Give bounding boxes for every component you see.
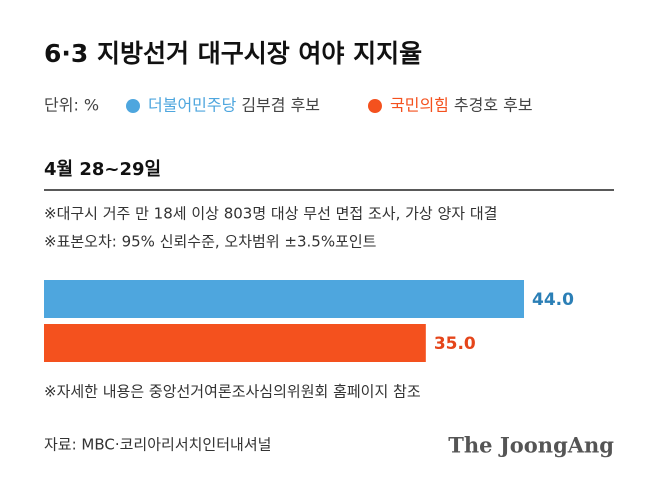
note: ※대구시 거주 만 18세 이상 803명 대상 무선 면접 조사, 가상 양자… [44, 205, 497, 223]
value-label: 44.0 [532, 290, 574, 310]
source: 자료: MBC·코리아리서치인터내셔널 [44, 436, 271, 454]
bar [44, 324, 426, 362]
brand: The JoongAng [448, 433, 614, 458]
legend-marker [126, 99, 140, 113]
value-label: 35.0 [434, 334, 476, 354]
note: ※표본오차: 95% 신뢰수준, 오차범위 ±3.5%포인트 [44, 233, 377, 251]
legend-marker [368, 99, 382, 113]
legend-candidate: 추경호 후보 [454, 96, 533, 115]
legend-candidate: 김부겸 후보 [241, 96, 320, 115]
legend-name: 더불어민주당 [148, 96, 237, 115]
chart-title: 6·3 지방선거 대구시장 여야 지지율 [44, 39, 422, 68]
survey-date: 4월 28~29일 [44, 159, 161, 180]
legend-name: 국민의힘 [390, 96, 449, 115]
bar [44, 280, 524, 318]
unit-label: 단위: % [44, 96, 99, 115]
footnote: ※자세한 내용은 중앙선거여론조사심의위원회 홈페이지 참조 [44, 383, 421, 401]
